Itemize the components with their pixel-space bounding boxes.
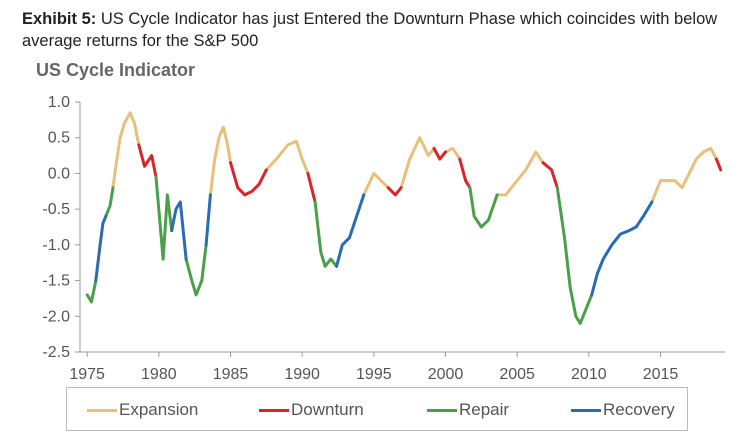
legend-swatch-recovery [571, 408, 601, 412]
x-tick-label: 1995 [356, 366, 392, 383]
legend-item-repair: Repair [427, 400, 509, 420]
series-line-recovery [590, 200, 654, 297]
x-axis-ticks: 1975 1980 1985 1990 1995 2000 2005 2010 2015 [69, 352, 678, 383]
legend-item-downturn: Downturn [259, 400, 364, 420]
series-line-repair [555, 186, 594, 325]
legend-item-expansion: Expansion [87, 400, 198, 420]
series-line-downturn [306, 171, 317, 204]
y-tick-label: -0.5 [42, 201, 70, 218]
legend-label-downturn: Downturn [291, 400, 364, 419]
series-line-recovery [204, 193, 212, 247]
legend-label-repair: Repair [459, 400, 510, 419]
chart-series [85, 111, 723, 325]
x-tick-label: 1985 [213, 366, 249, 383]
y-tick-label: 0.5 [48, 130, 70, 147]
legend-swatch-expansion [87, 408, 117, 412]
series-line-repair [184, 243, 208, 297]
series-line-repair [313, 200, 339, 268]
series-line-recovery [170, 200, 188, 261]
series-line-downturn [541, 161, 559, 190]
series-line-downturn [137, 143, 158, 179]
series-line-expansion [650, 146, 718, 204]
exhibit-text: US Cycle Indicator has just Entered the … [22, 10, 718, 50]
y-tick-label: 1.0 [48, 94, 70, 111]
series-line-downturn [386, 186, 403, 197]
y-tick-label: -1.0 [42, 237, 70, 254]
x-tick-label: 2010 [571, 366, 607, 383]
legend-swatch-downturn [259, 408, 289, 412]
series-line-downturn [458, 157, 472, 190]
chart-title: US Cycle Indicator [36, 60, 196, 80]
y-tick-label: -1.5 [42, 273, 70, 290]
series-line-downturn [229, 161, 268, 197]
x-tick-label: 1975 [69, 366, 105, 383]
exhibit-header: Exhibit 5: US Cycle Indicator has just E… [22, 8, 737, 52]
legend-label-recovery: Recovery [603, 400, 675, 419]
chart-axes [79, 102, 725, 353]
chart-legend: Expansion Downturn Repair Recovery [66, 387, 688, 431]
series-line-repair [468, 186, 499, 229]
series-line-repair [104, 186, 115, 218]
exhibit-label: Exhibit 5: [22, 10, 97, 28]
x-tick-label: 1990 [284, 366, 320, 383]
series-line-expansion [362, 171, 390, 197]
x-tick-label: 2000 [428, 366, 464, 383]
series-line-repair [154, 175, 174, 261]
series-line-expansion [495, 150, 545, 197]
legend-item-recovery: Recovery [571, 400, 675, 420]
series-line-downturn [714, 157, 723, 172]
legend-swatch-repair [427, 408, 457, 412]
series-line-expansion [111, 111, 141, 190]
legend-label-expansion: Expansion [119, 400, 199, 419]
x-tick-label: 2005 [499, 366, 535, 383]
y-tick-label: -2.5 [42, 344, 70, 361]
series-line-expansion [208, 125, 232, 197]
x-tick-label: 1980 [141, 366, 177, 383]
series-line-downturn [432, 146, 447, 161]
series-line-recovery [94, 214, 108, 283]
y-tick-label: -2.0 [42, 308, 70, 325]
y-tick-label: 0.0 [48, 165, 70, 182]
series-line-expansion [399, 136, 436, 190]
series-line-repair [85, 279, 98, 304]
series-line-expansion [444, 146, 462, 161]
x-tick-label: 2015 [643, 366, 679, 383]
series-line-expansion [264, 139, 310, 175]
y-axis-ticks: 1.0 0.5 0.0 -0.5 -1.0 -1.5 -2.0 -2.5 [42, 94, 80, 361]
series-line-recovery [335, 193, 366, 268]
